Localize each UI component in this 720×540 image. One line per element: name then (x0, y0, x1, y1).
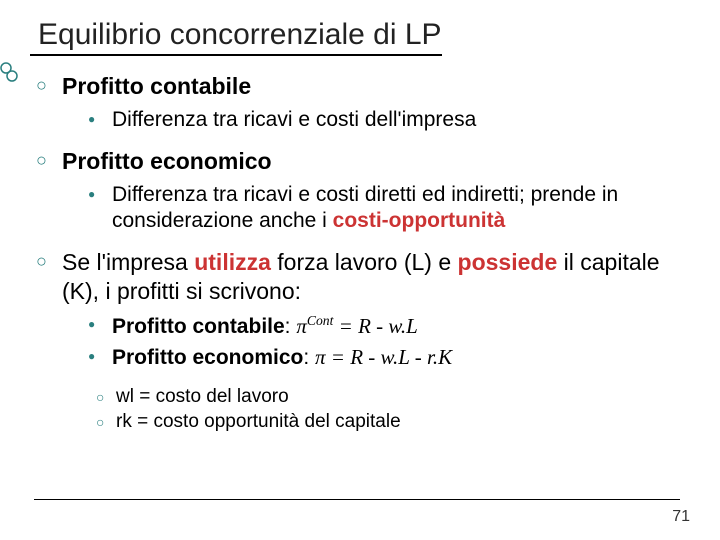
sub-3-1-label: Profitto contabile (112, 315, 285, 338)
page-number: 71 (672, 508, 690, 526)
sub-3-1: Profitto contabile: πCont = R - w.L (88, 312, 690, 340)
sub-list-1: Differenza tra ricavi e costi dell'impre… (88, 107, 690, 133)
sub-list-3: Profitto contabile: πCont = R - w.L Prof… (88, 312, 690, 372)
sub-3-2-formula: π = R - w.L - r.K (315, 345, 452, 369)
bullet-profitto-economico: Profitto economico Differenza tra ricavi… (36, 147, 690, 234)
sub-3-2-colon: : (303, 346, 315, 369)
sub-2-1: Differenza tra ricavi e costi diretti ed… (88, 182, 690, 235)
slide: Equilibrio concorrenziale di LP Profitto… (0, 0, 720, 540)
definitions-list: wl = costo del lavoro rk = costo opportu… (96, 385, 690, 434)
sub-3-1-sup: Cont (307, 313, 334, 328)
sub-3-2-label: Profitto economico (112, 346, 303, 369)
bullet-profitto-contabile: Profitto contabile Differenza tra ricavi… (36, 72, 690, 133)
bullet-impresa: Se l'impresa utilizza forza lavoro (L) e… (36, 248, 690, 434)
def-rk: rk = costo opportunità del capitale (96, 410, 690, 435)
heading-2: Profitto economico (62, 148, 272, 174)
heading-1: Profitto contabile (62, 73, 251, 99)
main-list: Profitto contabile Differenza tra ricavi… (36, 72, 690, 435)
sub-list-2: Differenza tra ricavi e costi diretti ed… (88, 182, 690, 235)
sub-3-2: Profitto economico: π = R - w.L - r.K (88, 344, 690, 371)
sub-2-1-emph: costi-opportunità (333, 209, 506, 232)
footer-divider (34, 499, 680, 500)
sub-3-1-rest: = R - w.L (333, 314, 417, 338)
p3-c: forza lavoro (L) e (271, 249, 458, 275)
p3-a: Se l'impresa (62, 249, 194, 275)
slide-title: Equilibrio concorrenziale di LP (30, 18, 442, 56)
sub-3-1-pi: π (296, 314, 307, 338)
corner-decoration (0, 62, 20, 82)
sub-3-1-colon: : (285, 315, 297, 338)
p3-b: utilizza (194, 249, 271, 275)
def-wl: wl = costo del lavoro (96, 385, 690, 410)
sub-1-1: Differenza tra ricavi e costi dell'impre… (88, 107, 690, 133)
p3-d: possiede (458, 249, 558, 275)
